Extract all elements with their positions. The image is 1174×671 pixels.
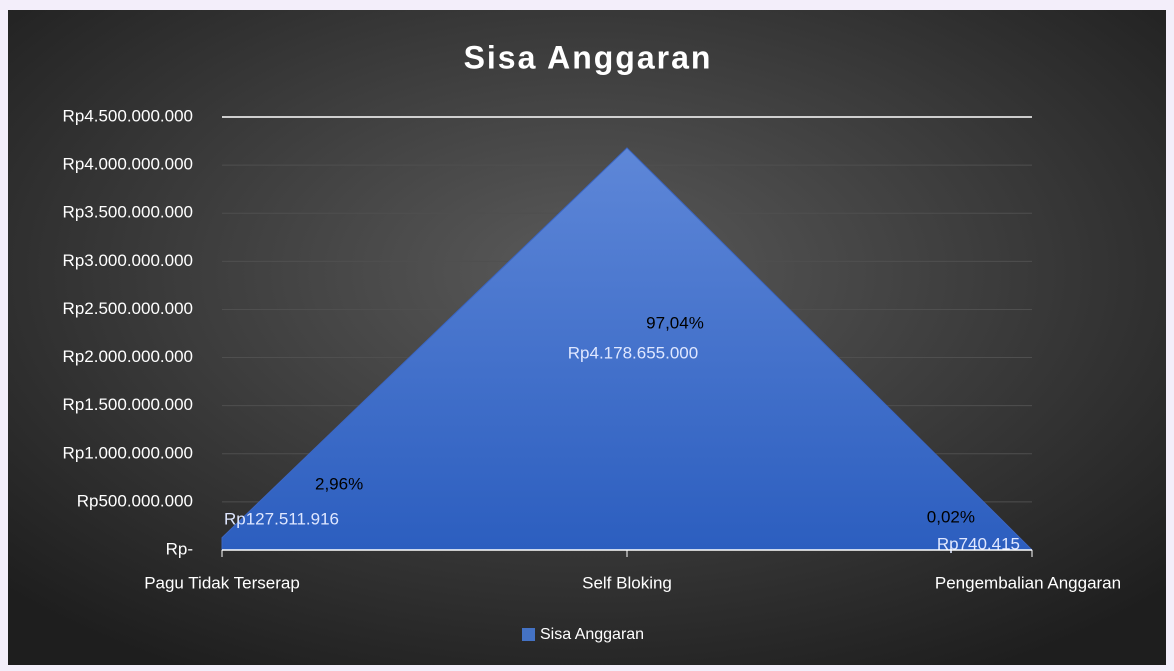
legend-swatch [522,628,535,641]
y-tick-label: Rp- [166,539,193,558]
y-tick-label: Rp3.000.000.000 [63,251,193,270]
y-tick-label: Rp1.000.000.000 [63,443,193,462]
y-tick-label: Rp2.500.000.000 [63,299,193,318]
x-tick-label: Pengembalian Anggaran [935,573,1121,592]
y-tick-label: Rp4.000.000.000 [63,155,193,174]
legend-label: Sisa Anggaran [540,626,644,643]
y-tick-label: Rp500.000.000 [77,491,193,510]
data-label: Rp4.178.655.000 [568,343,698,362]
percentage-label: 0,02% [927,507,975,526]
x-tick-label: Self Bloking [582,573,672,592]
data-label: Rp740.415 [937,534,1020,553]
y-tick-label: Rp4.500.000.000 [63,106,193,125]
percentage-label: 2,96% [315,474,363,493]
percentage-label: 97,04% [646,313,704,332]
data-label: Rp127.511.916 [224,509,339,528]
y-tick-label: Rp3.500.000.000 [63,203,193,222]
y-tick-label: Rp1.500.000.000 [63,395,193,414]
y-tick-label: Rp2.000.000.000 [63,347,193,366]
chart-title: Sisa Anggaran [464,39,713,75]
x-tick-label: Pagu Tidak Terserap [144,573,300,592]
